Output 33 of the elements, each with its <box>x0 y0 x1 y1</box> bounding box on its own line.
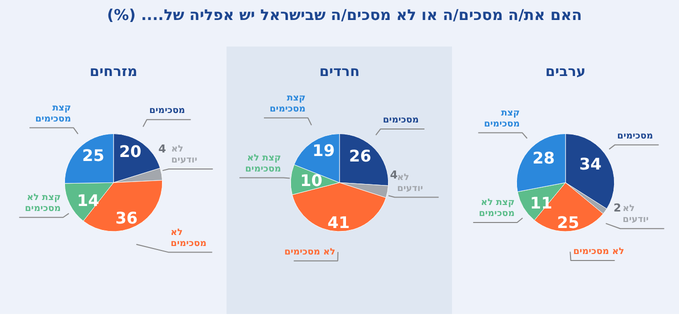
data-label: 10 <box>300 171 322 190</box>
slice-label: קצת לא מסכימים <box>245 153 281 174</box>
slice-label: לא מסכימים <box>284 247 336 258</box>
slice-label: לא יודעים <box>171 144 198 166</box>
slice-label: לא יודעים <box>397 172 424 194</box>
chart-title: חרדים <box>319 64 360 80</box>
chart-title: מזרחים <box>90 64 138 80</box>
data-label: 4 <box>390 168 398 182</box>
data-label: 2 <box>613 202 622 215</box>
slice-label: לא יודעים <box>622 204 649 226</box>
slice-label: קצת לא מסכימים <box>24 192 61 214</box>
slice-label: קצת מסכימים <box>270 93 306 114</box>
data-label: 20 <box>119 142 142 161</box>
slice-label: קצת מסכימים <box>484 108 520 130</box>
slice-label: מסכימים <box>382 116 419 126</box>
data-label: 4 <box>158 142 166 156</box>
slice-label: מסכימים <box>617 132 653 142</box>
data-label: 34 <box>579 154 602 174</box>
chart-title: ערבים <box>545 64 586 80</box>
slice-label: לא מסכימים <box>170 228 206 249</box>
slice-label: קצת לא מסכימים <box>478 198 515 220</box>
data-label: 41 <box>327 213 350 232</box>
data-label: 26 <box>349 146 372 166</box>
text: האם את/ה מסכים/ה או לא מסכים/ה שבישראל יש אפליה של.... (%) <box>106 5 583 26</box>
slice-label: קצת מסכימים <box>35 103 72 124</box>
data-label: 36 <box>115 208 138 228</box>
data-label: 28 <box>532 148 555 168</box>
data-label: 25 <box>557 212 580 232</box>
data-label: 25 <box>82 146 104 165</box>
slice-label: מסכימים <box>149 106 186 116</box>
slice-label: לא מסכימים <box>573 247 624 258</box>
data-label: 19 <box>312 140 335 160</box>
data-label: 14 <box>76 191 100 210</box>
